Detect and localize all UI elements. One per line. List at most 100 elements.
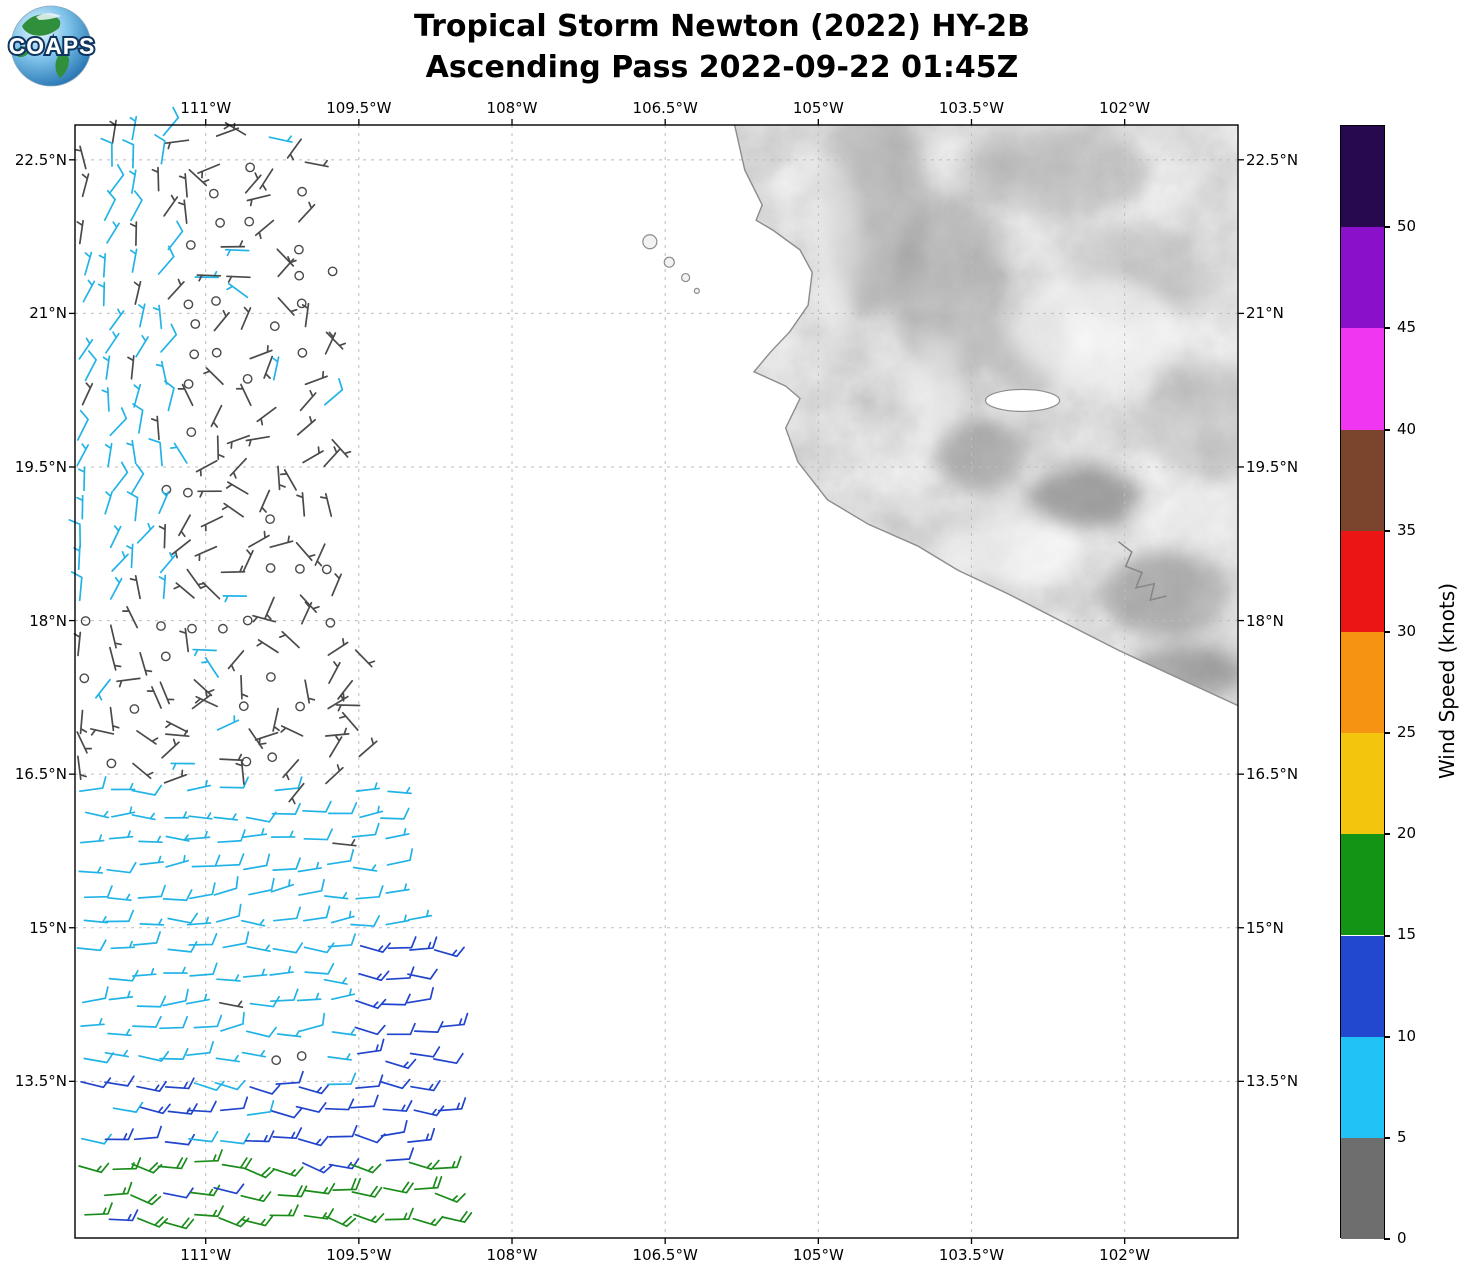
lon-tick-label-top: 111°W — [180, 99, 232, 117]
lon-tick-label-top: 108°W — [486, 99, 538, 117]
wind-barb — [132, 762, 154, 780]
wind-barb — [300, 601, 313, 625]
calm-circle — [271, 1055, 282, 1066]
lat-tick-label-right: 21°N — [1246, 304, 1284, 323]
wind-barb — [164, 139, 190, 150]
wind-barb — [81, 382, 94, 406]
wind-barb — [327, 691, 349, 710]
lat-tick-label-left: 15°N — [29, 918, 67, 937]
wind-barb — [304, 962, 335, 975]
wind-barb — [187, 1100, 217, 1113]
lon-tick-label-top: 109.5°W — [326, 99, 392, 117]
wind-barb — [165, 720, 189, 733]
wind-barb — [249, 345, 273, 360]
wind-barb — [433, 1052, 464, 1065]
wind-barb — [246, 194, 271, 207]
wind-barb — [186, 779, 212, 792]
wind-barb — [108, 990, 134, 1001]
wind-barb — [132, 967, 157, 977]
wind-barb — [189, 1184, 221, 1197]
wind-barb — [240, 306, 252, 330]
wind-barb — [130, 463, 145, 495]
wind-barb — [355, 1074, 384, 1089]
wind-barb — [327, 638, 349, 656]
wind-barb — [248, 530, 270, 548]
colorbar-segment — [1341, 1137, 1384, 1239]
wind-barb — [387, 936, 417, 950]
wind-barb — [188, 812, 213, 820]
wind-barb — [254, 219, 275, 240]
wind-barb — [295, 541, 316, 561]
lon-tick-label-top: 103.5°W — [938, 99, 1005, 117]
lat-tick-label-left: 16.5°N — [14, 765, 67, 784]
calm-circle — [265, 514, 276, 524]
wind-barb — [269, 988, 299, 1003]
wind-barb — [325, 331, 347, 350]
wind-barb — [178, 199, 188, 224]
wind-barb — [409, 1046, 441, 1058]
wind-barb — [220, 240, 246, 248]
wind-barb — [297, 861, 322, 873]
wind-barb — [108, 830, 134, 840]
calm-circle — [294, 563, 305, 574]
wind-barb — [111, 551, 129, 572]
wind-barb — [324, 1098, 355, 1111]
wind-barb — [352, 864, 378, 872]
wind-barb — [263, 355, 274, 379]
wind-barb — [323, 892, 349, 900]
calm-circle — [242, 615, 253, 626]
colorbar-tick — [1384, 833, 1390, 836]
wind-barb — [158, 523, 167, 549]
wind-barb — [358, 970, 390, 982]
wind-barb — [131, 784, 163, 796]
wind-barb — [385, 966, 415, 981]
lat-tick-label-left: 13.5°N — [14, 1072, 67, 1091]
lat-tick-label-left: 19.5°N — [14, 457, 67, 476]
calm-circle — [186, 427, 197, 437]
wind-barb — [298, 878, 325, 896]
wind-barb — [191, 690, 212, 710]
figure-title: Tropical Storm Newton (2022) HY-2B — [413, 9, 1031, 44]
wind-barb — [259, 489, 271, 513]
wind-barb — [78, 866, 103, 874]
wind-barb — [163, 1187, 194, 1199]
wind-barb — [330, 988, 356, 1001]
calm-circle — [211, 296, 221, 306]
island — [693, 287, 700, 294]
lake-chapala — [984, 388, 1061, 413]
wind-barb — [193, 1014, 223, 1029]
wind-barb — [76, 409, 89, 441]
wind-barb — [165, 834, 190, 842]
wind-barb — [441, 1210, 473, 1223]
wind-barb — [271, 802, 301, 815]
wind-barb — [108, 1209, 139, 1222]
calm-circle — [183, 379, 194, 389]
wind-barb — [188, 1130, 219, 1143]
wind-barb — [433, 1155, 462, 1170]
wind-barb — [221, 502, 244, 518]
wind-barb — [302, 800, 332, 813]
wind-barb — [210, 404, 223, 428]
wind-barb — [179, 627, 190, 653]
wind-barb — [241, 919, 266, 927]
wind-barb — [106, 861, 137, 874]
wind-barb — [297, 1135, 329, 1147]
wind-barb — [130, 190, 143, 222]
wind-barb — [136, 522, 155, 544]
wind-barb — [256, 406, 277, 426]
wind-barb — [94, 678, 111, 701]
wind-barb — [133, 1125, 162, 1141]
calm-circle — [161, 484, 172, 495]
wind-barb — [279, 630, 300, 649]
wind-barb — [243, 1166, 275, 1179]
wind-barb — [116, 677, 141, 688]
plot-frame — [74, 124, 1239, 1239]
wind-barb — [104, 442, 113, 468]
lon-tick-label-bottom: 109.5°W — [326, 1246, 392, 1264]
wind-barb — [78, 466, 86, 492]
wind-barb — [219, 1096, 249, 1112]
wind-barb — [413, 1020, 444, 1033]
wind-barb — [359, 805, 384, 819]
wind-barb — [215, 1054, 241, 1063]
